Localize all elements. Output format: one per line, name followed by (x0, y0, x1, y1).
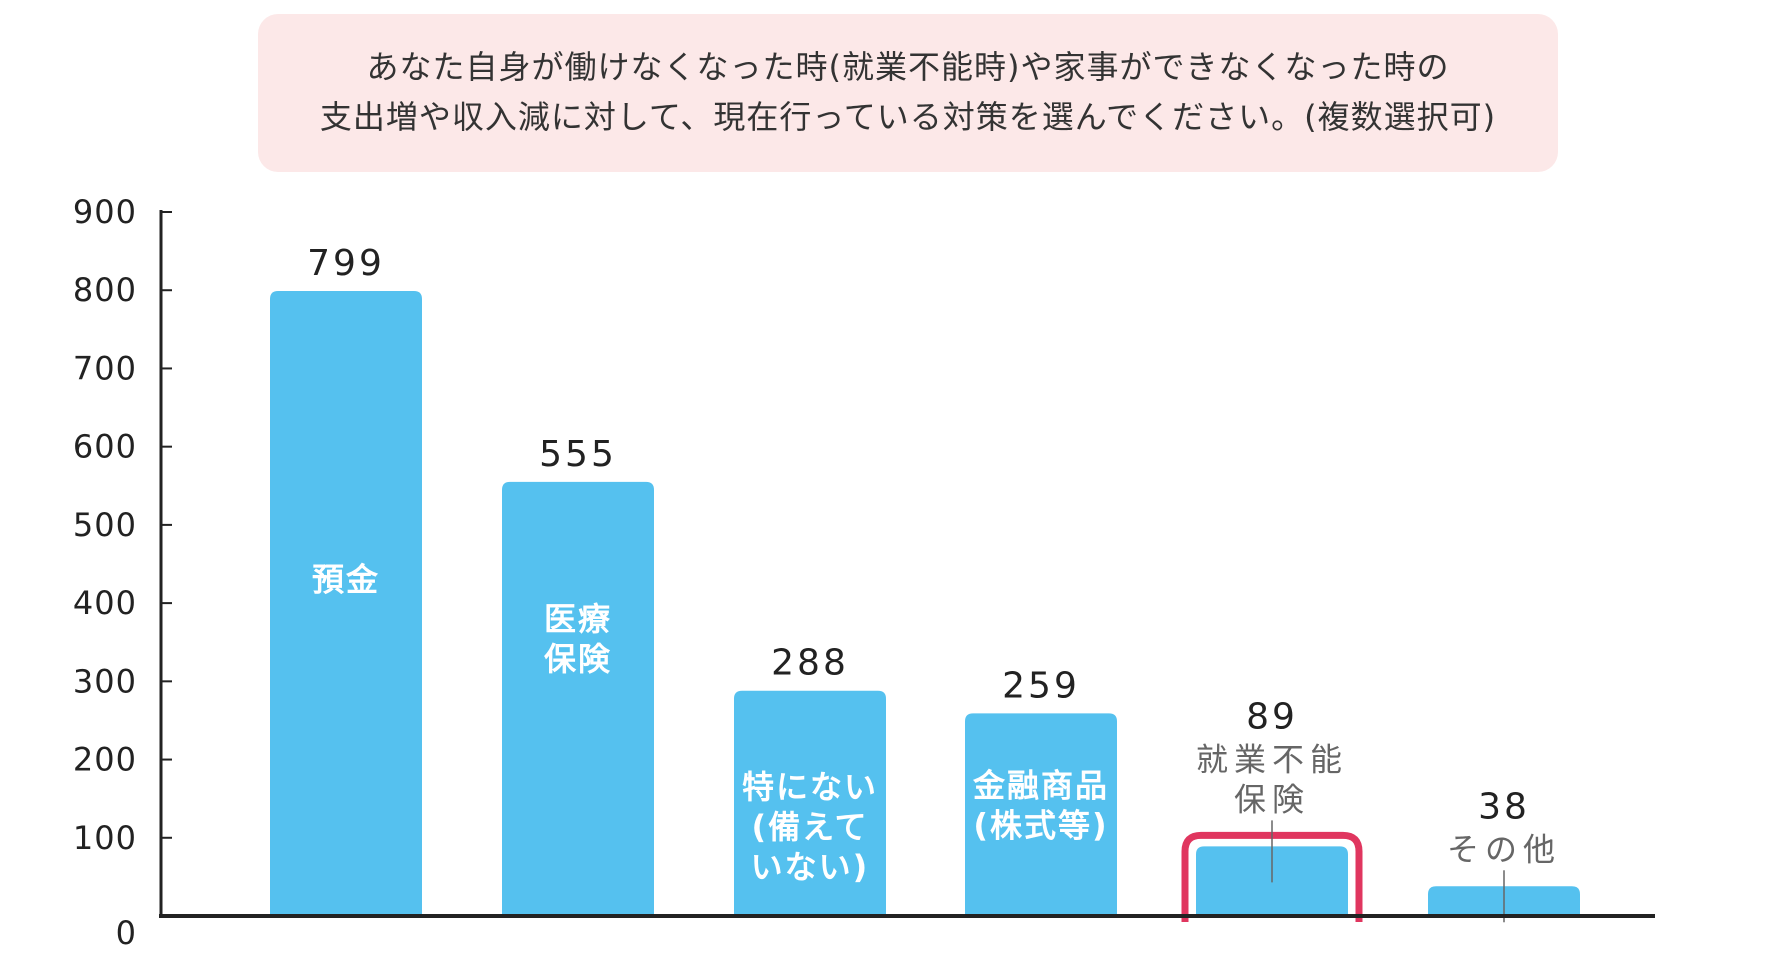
bars (270, 291, 1580, 922)
y-tick-label: 500 (73, 506, 137, 544)
y-tick-label: 300 (73, 662, 137, 700)
bar (270, 291, 422, 916)
question-box: あなた自身が働けなくなった時(就業不能時)や家事ができなくなった時の 支出増や収… (258, 14, 1558, 172)
value-label: 38 (1478, 786, 1530, 827)
y-tick-label: 700 (73, 349, 137, 387)
question-line-2: 支出増や収入減に対して、現在行っている対策を選んでください。(複数選択可) (319, 98, 1497, 136)
y-tick-label: 100 (73, 819, 137, 857)
y-tick-label: 200 (73, 741, 137, 779)
y-tick-label: 400 (73, 584, 137, 622)
category-label: 就業不能 (1196, 740, 1348, 778)
y-axis-ticks: 0 100 200 300 400 500 600 700 800 900 (73, 193, 172, 952)
category-label: 保険 (1234, 780, 1310, 818)
value-label: 799 (307, 243, 385, 284)
bar (502, 481, 654, 916)
bar (965, 713, 1117, 916)
value-label: 288 (771, 643, 849, 684)
bar (734, 690, 886, 916)
labels: 預金799医療保険555特にない(備えていない)288金融商品(株式等)259就… (307, 243, 1561, 923)
category-label: 特にない (742, 768, 878, 806)
category-label: (株式等) (973, 807, 1108, 845)
axes (159, 210, 1655, 918)
category-label: 金融商品 (972, 767, 1109, 805)
category-label: 預金 (312, 561, 380, 599)
value-label: 259 (1002, 665, 1080, 706)
value-label: 89 (1246, 696, 1298, 737)
y-tick-label: 600 (73, 428, 137, 466)
value-label: 555 (539, 434, 617, 475)
question-line-1: あなた自身が働けなくなった時(就業不能時)や家事ができなくなった時の (366, 48, 1450, 86)
category-label: その他 (1447, 830, 1561, 868)
category-label: 医療 (544, 600, 612, 638)
category-label: (備えて (751, 808, 868, 846)
category-label: いない) (751, 848, 870, 886)
y-tick-label: 800 (73, 271, 137, 309)
y-tick-label: 0 (116, 914, 137, 952)
category-label: 保険 (544, 640, 612, 678)
y-tick-label: 900 (73, 193, 137, 231)
